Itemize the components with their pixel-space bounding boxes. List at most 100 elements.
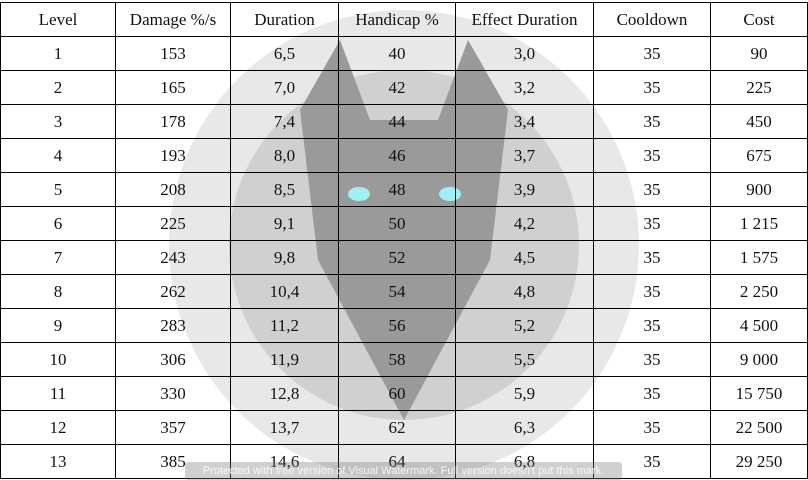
table-cell: 35 [593,36,711,71]
table-cell: 4,5 [455,240,594,275]
table-body: 1 153 6,5 40 3,0 35 90 2 165 7,0 42 3,2 35 225 3 178 7,4… [0,36,808,479]
table-cell: 225 [710,70,808,105]
table-cell: 52 [338,240,456,275]
table-cell: 50 [338,206,456,241]
table-cell: 14,6 [230,444,339,479]
table-cell: 450 [710,104,808,139]
table-cell: 90 [710,36,808,71]
table-cell: 35 [593,274,711,309]
table-cell: 35 [593,376,711,411]
table-cell: 6 [0,206,116,241]
table-cell: 306 [115,342,231,377]
table-cell: 11,9 [230,342,339,377]
table-row: 2 165 7,0 42 3,2 35 225 [0,70,808,105]
table-cell: 64 [338,444,456,479]
table-cell: 243 [115,240,231,275]
header-cell: Duration [230,2,339,37]
table-cell: 9,1 [230,206,339,241]
table-cell: 56 [338,308,456,343]
table-cell: 165 [115,70,231,105]
table-cell: 35 [593,138,711,173]
header-cell: Cooldown [593,2,711,37]
table-cell: 5,2 [455,308,594,343]
table-cell: 54 [338,274,456,309]
table-cell: 9 000 [710,342,808,377]
table-cell: 6,5 [230,36,339,71]
table-cell: 7,0 [230,70,339,105]
header-cell: Damage %/s [115,2,231,37]
table-cell: 12 [0,410,116,445]
table-cell: 10,4 [230,274,339,309]
table-cell: 62 [338,410,456,445]
table-cell: 262 [115,274,231,309]
table-cell: 60 [338,376,456,411]
table-cell: 35 [593,104,711,139]
table-cell: 1 [0,36,116,71]
table-cell: 29 250 [710,444,808,479]
table-cell: 46 [338,138,456,173]
table-cell: 330 [115,376,231,411]
table-cell: 675 [710,138,808,173]
table-cell: 7,4 [230,104,339,139]
table-cell: 40 [338,36,456,71]
table-row: 7 243 9,8 52 4,5 35 1 575 [0,240,808,275]
table-row: 3 178 7,4 44 3,4 35 450 [0,104,808,139]
table-row: 10 306 11,9 58 5,5 35 9 000 [0,342,808,377]
table-cell: 8,0 [230,138,339,173]
table-cell: 8,5 [230,172,339,207]
table-cell: 35 [593,308,711,343]
table-cell: 13 [0,444,116,479]
table-cell: 4,8 [455,274,594,309]
table-cell: 193 [115,138,231,173]
table-cell: 1 215 [710,206,808,241]
table-cell: 42 [338,70,456,105]
table-cell: 35 [593,444,711,479]
table-cell: 12,8 [230,376,339,411]
watermark: Protected with free version of Visual Wa… [185,462,622,480]
table-cell: 283 [115,308,231,343]
table-cell: 13,7 [230,410,339,445]
table-cell: 11 [0,376,116,411]
table-cell: 4 500 [710,308,808,343]
table-cell: 3,4 [455,104,594,139]
table-cell: 153 [115,36,231,71]
header-cell: Effect Duration [455,2,594,37]
table-cell: 3,2 [455,70,594,105]
table-cell: 44 [338,104,456,139]
table-cell: 1 575 [710,240,808,275]
table-cell: 6,3 [455,410,594,445]
table-cell: 35 [593,342,711,377]
table-cell: 35 [593,240,711,275]
table-row: 1 153 6,5 40 3,0 35 90 [0,36,808,71]
table-cell: 35 [593,206,711,241]
table-cell: 9,8 [230,240,339,275]
table-row: 6 225 9,1 50 4,2 35 1 215 [0,206,808,241]
header-cell: Handicap % [338,2,456,37]
table-row: 4 193 8,0 46 3,7 35 675 [0,138,808,173]
table-cell: 4 [0,138,116,173]
table-cell: 4,2 [455,206,594,241]
table-row: 13 385 14,6 64 6,8 35 29 250 [0,444,808,479]
table-cell: 178 [115,104,231,139]
table-cell: 9 [0,308,116,343]
table-cell: 5,9 [455,376,594,411]
table-cell: 225 [115,206,231,241]
header-cell: Level [0,2,116,37]
table-cell: 3,9 [455,172,594,207]
table-cell: 10 [0,342,116,377]
table-cell: 8 [0,274,116,309]
table-cell: 6,8 [455,444,594,479]
table-cell: 2 250 [710,274,808,309]
table-cell: 15 750 [710,376,808,411]
table-cell: 35 [593,410,711,445]
table-cell: 35 [593,172,711,207]
header-row: Level Damage %/s Duration Handicap % Effect … [0,2,808,37]
table-row: 8 262 10,4 54 4,8 35 2 250 [0,274,808,309]
table-cell: 11,2 [230,308,339,343]
table-cell: 357 [115,410,231,445]
table-row: 9 283 11,2 56 5,2 35 4 500 [0,308,808,343]
table-cell: 5 [0,172,116,207]
table-cell: 22 500 [710,410,808,445]
